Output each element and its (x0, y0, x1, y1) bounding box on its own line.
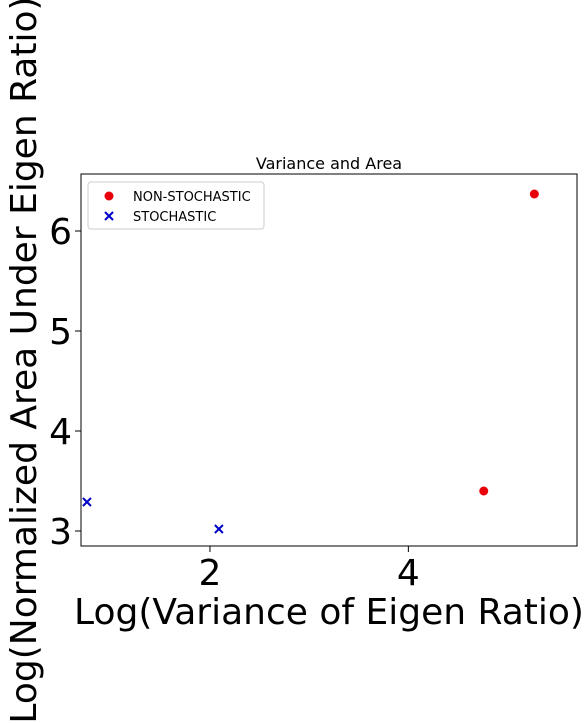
chart-title: Variance and Area (256, 154, 402, 173)
x-tick-label: 4 (397, 553, 420, 594)
legend: NON-STOCHASTIC STOCHASTIC (88, 182, 264, 229)
y-tick-label: 5 (49, 312, 72, 353)
y-tick-label: 6 (49, 212, 72, 253)
axis-ticks: 2 4 3 4 5 6 (49, 212, 420, 594)
y-tick-label: 3 (49, 512, 72, 553)
data-point-non-stochastic (530, 190, 539, 199)
legend-label-non-stochastic: NON-STOCHASTIC (133, 190, 251, 205)
y-tick-label: 4 (49, 412, 72, 453)
x-axis-label: Log(Variance of Eigen Ratio) (74, 592, 584, 633)
legend-marker-non-stochastic (105, 192, 114, 201)
y-axis-label: Log(Normalized Area Under Eigen Ratio) (4, 0, 45, 723)
data-points (83, 190, 539, 534)
x-tick-label: 2 (199, 553, 222, 594)
plot-area-frame (81, 174, 577, 546)
data-point-non-stochastic (479, 487, 488, 496)
data-point-stochastic (215, 525, 223, 533)
data-point-stochastic (83, 498, 91, 506)
legend-label-stochastic: STOCHASTIC (133, 210, 216, 225)
